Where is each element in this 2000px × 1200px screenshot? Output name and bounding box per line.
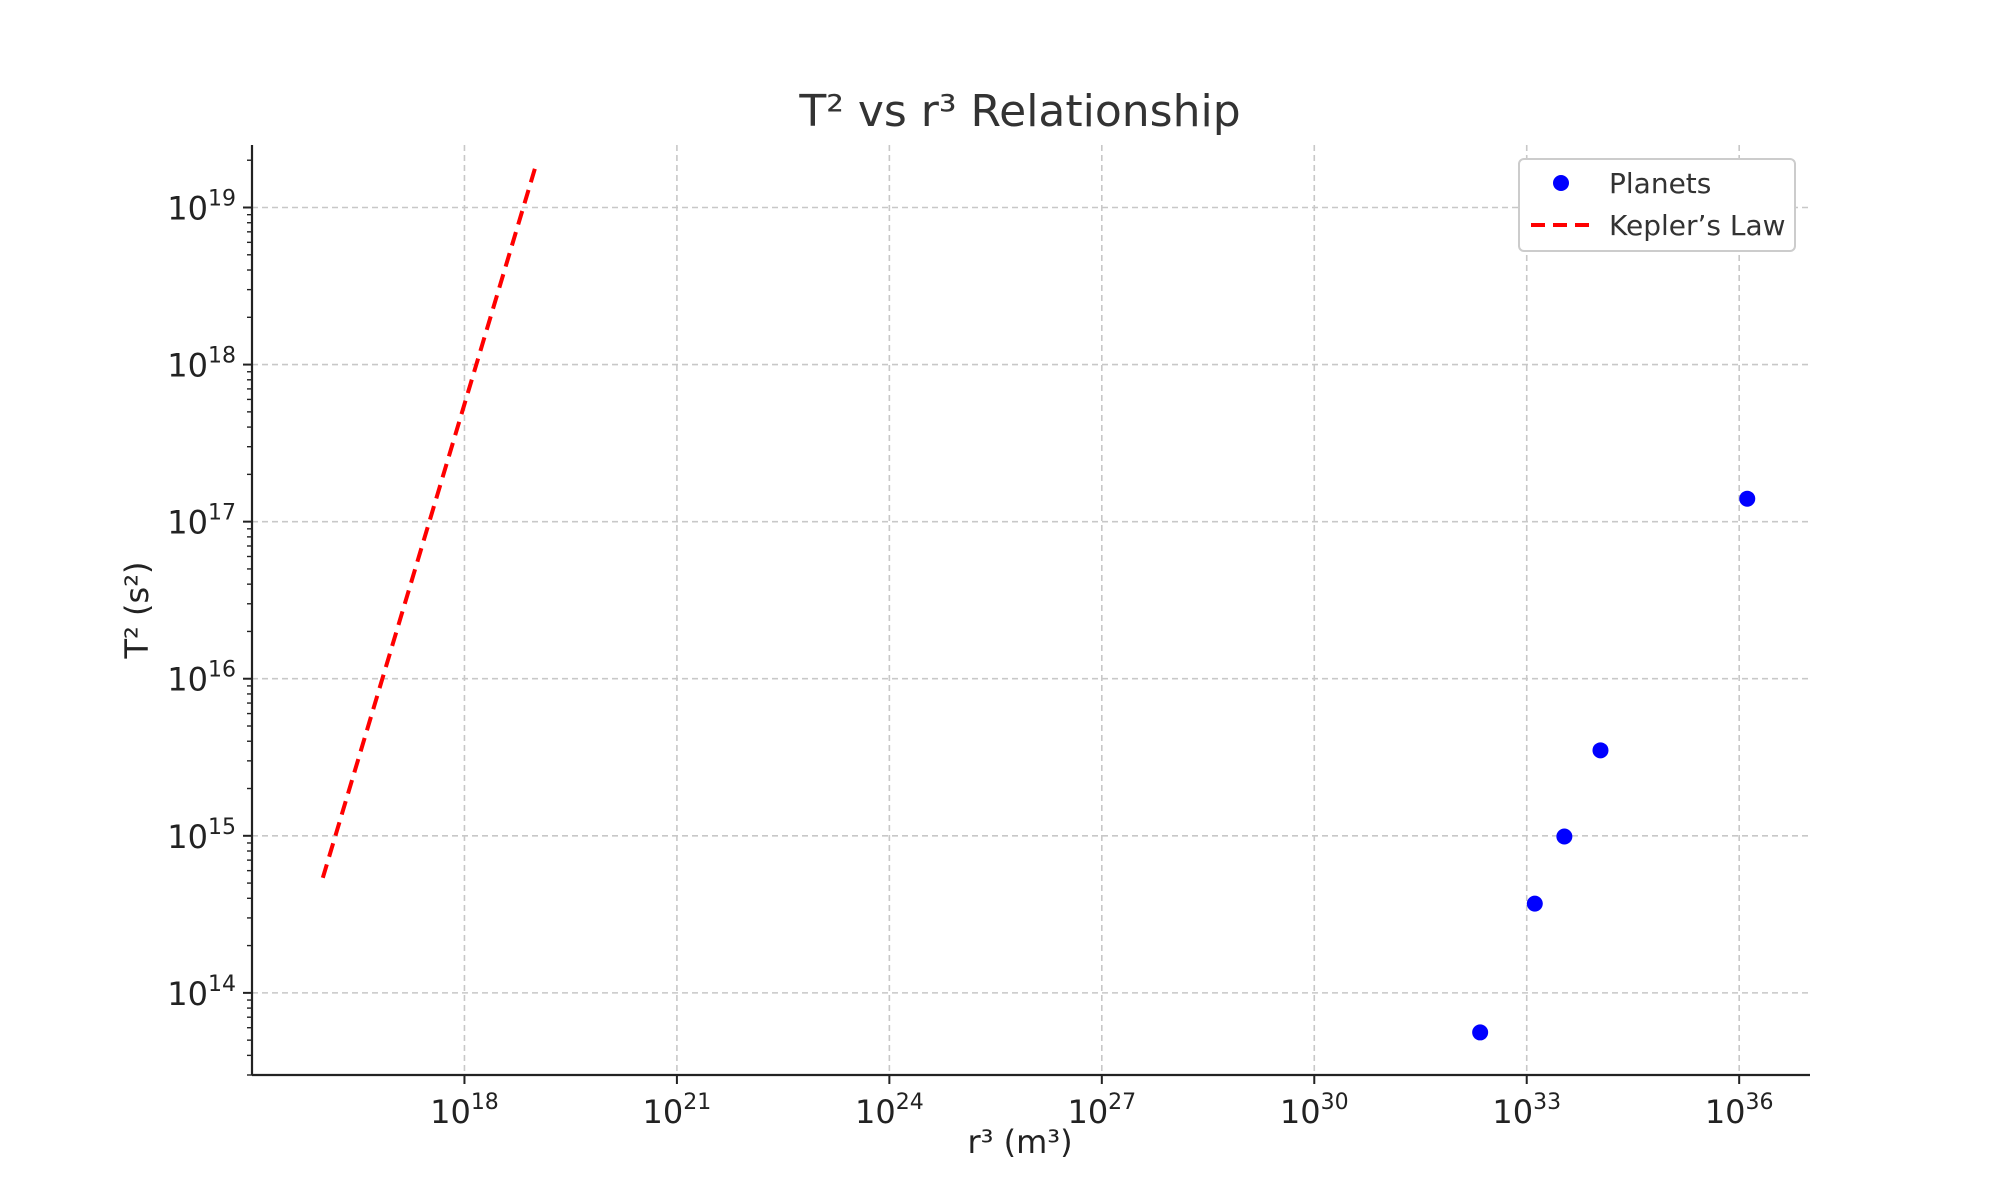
x-tick-label-exponent: 18 xyxy=(471,1090,499,1115)
planet-point xyxy=(1592,742,1609,759)
x-tick-label: 1024 xyxy=(855,1090,924,1131)
x-axis-ticks: 1018 1021 1024 1027 1030 1033 1036 xyxy=(430,1075,1774,1131)
grid xyxy=(252,145,1810,1075)
y-tick-label: 1015 xyxy=(167,815,236,856)
legend-marker-swatch xyxy=(1553,175,1569,191)
x-tick-label: 1030 xyxy=(1280,1090,1349,1131)
x-tick-label-base: 10 xyxy=(1492,1093,1533,1131)
y-tick-label-base: 10 xyxy=(167,190,208,228)
y-tick-label: 1017 xyxy=(167,501,236,542)
x-tick-label-exponent: 27 xyxy=(1108,1090,1136,1115)
x-tick-label: 1027 xyxy=(1067,1090,1136,1131)
y-tick-label: 1014 xyxy=(167,972,236,1013)
x-tick-label-exponent: 36 xyxy=(1746,1090,1774,1115)
legend-label: Kepler’s Law xyxy=(1609,209,1786,242)
y-tick-label-exponent: 17 xyxy=(208,501,236,526)
x-tick-label-exponent: 33 xyxy=(1533,1090,1561,1115)
x-tick-label: 1018 xyxy=(430,1090,499,1131)
x-tick-label: 1036 xyxy=(1705,1090,1774,1131)
x-tick-label-base: 10 xyxy=(1705,1093,1746,1131)
y-tick-label-exponent: 19 xyxy=(208,187,236,212)
x-tick-label-base: 10 xyxy=(1067,1093,1108,1131)
y-tick-label-exponent: 15 xyxy=(208,815,236,840)
y-tick-label-base: 10 xyxy=(167,661,208,699)
legend-box xyxy=(1518,158,1796,252)
x-tick-label-exponent: 24 xyxy=(896,1090,924,1115)
x-tick-label-base: 10 xyxy=(1280,1093,1321,1131)
y-axis-label: T² (s²) xyxy=(118,561,156,659)
y-tick-label: 1019 xyxy=(167,187,236,228)
y-tick-label: 1018 xyxy=(167,344,236,385)
y-tick-label-exponent: 16 xyxy=(208,658,236,683)
chart-title: T² vs r³ Relationship xyxy=(798,86,1240,137)
planet-point xyxy=(1739,490,1756,507)
y-tick-label-exponent: 18 xyxy=(208,344,236,369)
y-tick-label-base: 10 xyxy=(167,818,208,856)
y-tick-label-exponent: 14 xyxy=(208,972,236,997)
x-tick-label-base: 10 xyxy=(430,1093,471,1131)
x-tick-label-exponent: 30 xyxy=(1321,1090,1349,1115)
x-tick-label-base: 10 xyxy=(855,1093,896,1131)
kepler-law-line xyxy=(320,166,538,879)
legend: Planets Kepler’s Law xyxy=(1518,158,1796,252)
y-tick-label-base: 10 xyxy=(167,347,208,385)
legend-label: Planets xyxy=(1609,167,1711,200)
axes xyxy=(250,145,1810,1077)
y-tick-label-base: 10 xyxy=(167,504,208,542)
x-tick-label-base: 10 xyxy=(643,1093,684,1131)
y-tick-label: 1016 xyxy=(167,658,236,699)
planet-point xyxy=(1472,1024,1489,1041)
plot-area xyxy=(320,166,1756,1041)
x-tick-label: 1021 xyxy=(643,1090,712,1131)
planet-point xyxy=(1526,895,1543,912)
planet-point xyxy=(1556,828,1573,845)
x-axis-label: r³ (m³) xyxy=(967,1123,1072,1161)
y-tick-label-base: 10 xyxy=(167,975,208,1013)
x-tick-label: 1033 xyxy=(1492,1090,1561,1131)
x-tick-label-exponent: 21 xyxy=(683,1090,711,1115)
